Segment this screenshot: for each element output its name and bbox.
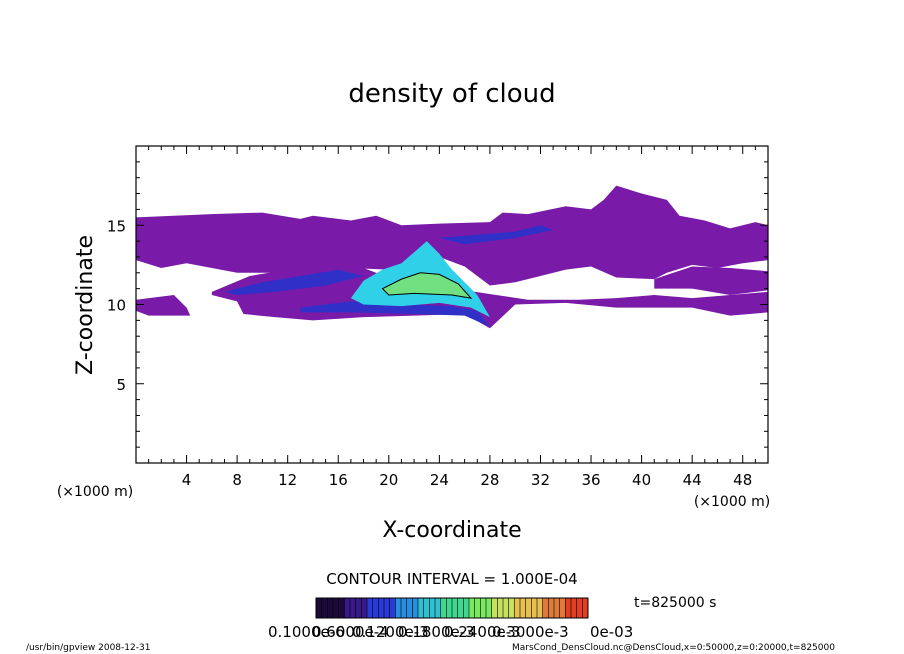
colorbar-labels: 0.1000e-60.6000e-40.1200e-30.1800e-30.24…	[268, 623, 633, 641]
cloud-field	[136, 185, 768, 329]
x-tick-label: 12	[278, 471, 297, 489]
colorbar-cell	[491, 598, 498, 618]
colorbar-cell	[520, 598, 527, 618]
contour-interval-label: CONTOUR INTERVAL = 1.000E-04	[326, 570, 577, 588]
x-tick-label: 28	[480, 471, 499, 489]
x-tick-label: 44	[683, 471, 702, 489]
colorbar-cell	[378, 598, 385, 618]
colorbar-label: 0.3000e-3	[492, 623, 569, 641]
colorbar-cell	[537, 598, 544, 618]
colorbar-cell	[582, 598, 589, 618]
x-tick-label: 8	[232, 471, 242, 489]
cloud-right-band	[654, 266, 768, 295]
x-axis-label: X-coordinate	[382, 518, 521, 543]
colorbar-cell	[321, 598, 328, 618]
contour-line	[381, 272, 473, 299]
chart-title: density of cloud	[348, 79, 555, 109]
footer-left: /usr/bin/gpview 2008-12-31	[26, 643, 151, 653]
colorbar-cell	[440, 598, 447, 618]
colorbar-cell	[316, 598, 323, 618]
y-axis: 5 10 15	[107, 161, 768, 448]
x-tick-label: 32	[531, 471, 550, 489]
colorbar-cell	[452, 598, 459, 618]
colorbar-cell	[401, 598, 408, 618]
colorbar-cell	[531, 598, 538, 618]
x-unit-right: (×1000 m)	[694, 494, 770, 510]
cloud-streak-left	[224, 269, 364, 295]
x-tick-label: 20	[379, 471, 398, 489]
colorbar-cell	[571, 598, 578, 618]
colorbar-label: 0.2400e-3	[444, 623, 521, 641]
colorbar-cell	[486, 598, 493, 618]
colorbar-cell	[446, 598, 453, 618]
y-axis-label: Z-coordinate	[73, 235, 98, 375]
colorbar-cell	[338, 598, 345, 618]
x-tick-label: 24	[430, 471, 449, 489]
colorbar-cell	[355, 598, 362, 618]
colorbar-cell	[548, 598, 555, 618]
colorbar-cell	[463, 598, 470, 618]
colorbar-cell	[429, 598, 436, 618]
colorbar-label: 0.6000e-4	[312, 623, 389, 641]
colorbar-label: 0.1200e-3	[352, 623, 429, 641]
colorbar-label: 0.1000e-6	[268, 623, 345, 641]
x-axis: 4 8 12 16 20 24 28 32 36 40 44 48	[148, 146, 756, 489]
colorbar-frame	[315, 597, 589, 619]
colorbar-cell	[508, 598, 515, 618]
colorbar-cell	[367, 598, 374, 618]
cloud-core-peak	[382, 272, 471, 299]
colorbar	[315, 597, 589, 619]
x-tick-label: 36	[581, 471, 600, 489]
colorbar-cell	[497, 598, 504, 618]
cloud-streak-upper	[439, 225, 554, 245]
footer-right: MarsCond_DensCloud.nc@DensCloud,x=0:5000…	[512, 643, 835, 653]
colorbar-cell	[412, 598, 419, 618]
colorbar-cell	[384, 598, 391, 618]
x-tick-label: 4	[182, 471, 192, 489]
colorbar-cell	[525, 598, 532, 618]
colorbar-cell	[418, 598, 425, 618]
colorbar-cell	[559, 598, 566, 618]
colorbar-cell	[554, 598, 561, 618]
colorbar-cell	[503, 598, 510, 618]
colorbar-cell	[435, 598, 442, 618]
colorbar-label-tail: 0e-03	[590, 623, 633, 641]
colorbar-cell	[480, 598, 487, 618]
cloud-lower-left	[136, 294, 191, 316]
cloud-upper-band	[136, 185, 768, 286]
cloud-streak-lower	[300, 301, 490, 327]
y-tick-label: 5	[116, 376, 126, 394]
colorbar-cell	[514, 598, 521, 618]
colorbar-cell	[361, 598, 368, 618]
x-tick-label: 40	[632, 471, 651, 489]
colorbar-cell	[576, 598, 583, 618]
colorbar-cell	[372, 598, 379, 618]
y-tick-label: 15	[107, 217, 126, 235]
colorbar-cell	[327, 598, 334, 618]
x-unit-left: (×1000 m)	[57, 484, 133, 500]
colorbar-cell	[333, 598, 340, 618]
x-tick-label: 16	[329, 471, 348, 489]
colorbar-cell	[565, 598, 572, 618]
colorbar-cell	[406, 598, 413, 618]
colorbar-cell	[474, 598, 481, 618]
colorbar-cell	[542, 598, 549, 618]
colorbar-cell	[344, 598, 351, 618]
colorbar-cell	[457, 598, 464, 618]
time-label: t=825000 s	[634, 595, 716, 611]
colorbar-cell	[350, 598, 357, 618]
colorbar-cell	[423, 598, 430, 618]
colorbar-cell	[469, 598, 476, 618]
colorbar-cell	[395, 598, 402, 618]
colorbar-label: 0.1800e-3	[398, 623, 475, 641]
x-tick-label: 48	[733, 471, 752, 489]
colorbar-cell	[389, 598, 396, 618]
y-tick-label: 10	[107, 297, 126, 315]
